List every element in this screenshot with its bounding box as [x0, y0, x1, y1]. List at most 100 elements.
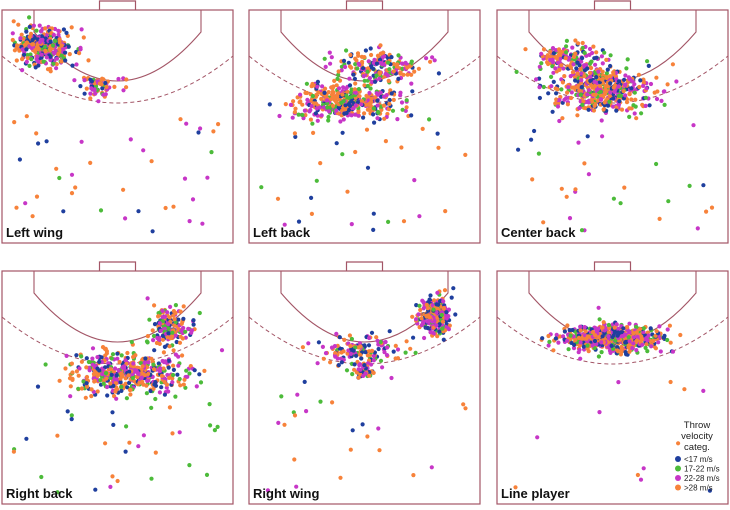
data-point [389, 375, 394, 381]
data-point [110, 474, 115, 479]
data-point [90, 362, 95, 367]
data-point [19, 32, 24, 37]
goal-icon [345, 0, 384, 10]
data-point [164, 382, 170, 387]
data-point [172, 323, 177, 328]
data-point [83, 395, 88, 400]
data-point [560, 80, 566, 85]
data-point [629, 97, 634, 102]
data-point [383, 71, 388, 76]
data-point [178, 383, 183, 388]
court-panel: Left back [248, 0, 481, 244]
data-point [208, 423, 213, 428]
data-point [155, 335, 160, 341]
data-point [51, 32, 57, 38]
data-point [176, 317, 181, 322]
data-point [551, 51, 557, 56]
data-point [367, 90, 372, 96]
data-point [591, 44, 596, 49]
data-point [532, 128, 537, 134]
data-point [151, 386, 156, 391]
data-point [379, 107, 384, 112]
data-point [565, 90, 570, 95]
data-point [341, 58, 347, 63]
scatter-points [514, 38, 715, 233]
data-point [39, 52, 44, 57]
data-point [612, 89, 617, 94]
data-point [341, 349, 346, 354]
data-point [35, 384, 41, 389]
data-point [90, 356, 95, 361]
data-point [596, 305, 601, 310]
data-point [414, 303, 419, 308]
data-point [34, 131, 39, 136]
data-point [600, 334, 605, 339]
data-point [332, 95, 337, 100]
data-point [119, 384, 124, 389]
data-point [61, 47, 66, 52]
data-point [348, 351, 354, 356]
data-point [369, 52, 374, 58]
data-point [302, 379, 307, 384]
data-point [374, 335, 379, 340]
data-point [582, 50, 587, 56]
data-point [580, 40, 585, 46]
data-point [174, 339, 179, 345]
data-point [592, 103, 597, 108]
data-point [661, 89, 667, 94]
data-point [152, 348, 157, 353]
data-point [95, 389, 100, 394]
data-point [596, 354, 602, 359]
data-point [10, 37, 15, 43]
data-point [128, 392, 133, 397]
data-point [408, 346, 413, 351]
data-point [363, 350, 368, 355]
data-point [125, 350, 130, 356]
data-point [556, 60, 561, 65]
data-point [667, 323, 673, 328]
data-point [583, 329, 588, 334]
data-point [565, 338, 570, 343]
data-point [55, 490, 60, 495]
data-point [371, 106, 376, 111]
data-point [606, 334, 611, 339]
data-point [31, 42, 36, 47]
data-point [589, 65, 594, 71]
data-point [453, 312, 458, 317]
data-point [417, 303, 422, 308]
data-point [338, 475, 343, 480]
data-point [647, 103, 652, 108]
data-point [704, 209, 709, 214]
data-point [557, 334, 563, 339]
data-point [100, 76, 105, 81]
data-point [593, 326, 598, 331]
data-point [77, 51, 82, 56]
data-point [123, 216, 128, 221]
data-point [121, 88, 126, 93]
data-point [324, 98, 330, 103]
data-point [695, 226, 700, 231]
data-point [434, 310, 439, 315]
data-point [167, 405, 172, 410]
data-point [198, 126, 203, 131]
data-point [380, 62, 385, 67]
data-point [333, 354, 338, 359]
data-point [601, 320, 606, 325]
data-point [615, 349, 621, 354]
data-point [349, 94, 354, 99]
data-point [108, 381, 113, 386]
data-point [380, 365, 385, 370]
data-point [54, 66, 59, 71]
data-point [337, 335, 342, 340]
data-point [79, 27, 84, 32]
data-point [170, 334, 175, 339]
data-point [338, 119, 343, 124]
data-point [63, 50, 68, 55]
data-point [315, 79, 320, 84]
data-point [311, 130, 316, 135]
scatter-points [11, 296, 225, 495]
data-point [427, 297, 432, 302]
data-point [568, 64, 573, 69]
data-point [114, 377, 119, 382]
data-point [334, 331, 339, 336]
